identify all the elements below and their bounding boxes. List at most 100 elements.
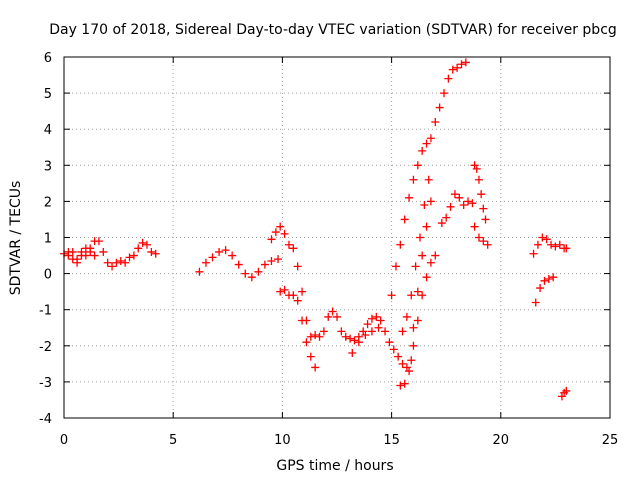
data-point [418, 251, 427, 260]
data-point [81, 244, 90, 253]
data-point [108, 262, 117, 271]
data-point [442, 213, 451, 222]
data-point [208, 253, 217, 262]
plot-frame [63, 56, 611, 419]
x-tick-label: 0 [60, 433, 68, 448]
data-point [381, 327, 390, 336]
data-point [448, 65, 457, 74]
data-point [267, 235, 276, 244]
series-arc-7 [387, 58, 470, 300]
data-point [354, 338, 363, 347]
data-point [468, 199, 477, 208]
data-point [376, 316, 385, 325]
data-point [103, 258, 112, 267]
data-point [409, 323, 418, 332]
data-point [228, 251, 237, 260]
y-tick-label: 6 [44, 51, 52, 66]
data-point [147, 247, 156, 256]
data-point [86, 247, 95, 256]
data-point [431, 251, 440, 260]
data-point [538, 233, 547, 242]
y-tick-label: 4 [44, 123, 52, 138]
data-point [464, 197, 473, 206]
data-point [400, 215, 409, 224]
series-arc-14 [531, 273, 558, 307]
data-point [426, 197, 435, 206]
data-point [337, 327, 346, 336]
data-point [125, 253, 134, 262]
data-point [280, 285, 289, 294]
y-tick-label: 0 [44, 268, 52, 283]
data-point [372, 312, 381, 321]
data-point [289, 291, 298, 300]
y-tick-label: 5 [44, 87, 52, 102]
data-point [267, 256, 276, 265]
y-tick-label: -3 [39, 376, 52, 391]
data-point [367, 314, 376, 323]
data-point [90, 251, 99, 260]
data-point [422, 273, 431, 282]
data-point [444, 74, 453, 83]
data-point [234, 260, 243, 269]
data-point [459, 201, 468, 210]
series-arc-4 [267, 222, 385, 345]
data-point [293, 262, 302, 271]
data-point [396, 240, 405, 249]
data-point [424, 175, 433, 184]
data-point [453, 63, 462, 72]
data-point [472, 164, 481, 173]
data-point [455, 193, 464, 202]
data-point [415, 233, 424, 242]
data-point [529, 249, 538, 258]
series-arc-1 [60, 237, 160, 271]
data-point [398, 359, 407, 368]
x-tick-label: 20 [493, 433, 510, 448]
data-point [298, 316, 307, 325]
data-point [341, 332, 350, 341]
y-tick-label: 2 [44, 195, 52, 210]
data-point [562, 386, 571, 395]
data-point [346, 334, 355, 343]
data-point [470, 222, 479, 231]
data-point [450, 190, 459, 199]
data-point [306, 352, 315, 361]
data-point [446, 202, 455, 211]
x-tick-label: 10 [274, 433, 291, 448]
data-point [276, 222, 285, 231]
data-point [387, 291, 396, 300]
data-point [418, 146, 427, 155]
data-point [254, 267, 263, 276]
data-point [151, 249, 160, 258]
data-point [547, 240, 556, 249]
data-point [426, 134, 435, 143]
data-point [142, 240, 151, 249]
data-point [405, 367, 414, 376]
data-point [551, 242, 560, 251]
data-point [274, 255, 283, 264]
data-point [435, 103, 444, 112]
data-point [215, 247, 224, 256]
series-arc-8 [396, 197, 435, 390]
data-point [555, 240, 564, 249]
series-arc-6 [348, 251, 440, 372]
data-point [413, 316, 422, 325]
data-point [542, 235, 551, 244]
grid [64, 57, 610, 418]
x-tick-label: 15 [383, 433, 400, 448]
data-point [201, 258, 210, 267]
data-point [483, 240, 492, 249]
data-point [420, 201, 429, 210]
data-point [68, 255, 77, 264]
series-arc-12 [470, 222, 492, 249]
series-arc-9 [398, 175, 433, 336]
data-points [60, 58, 571, 401]
data-point [221, 246, 230, 255]
y-tick-label: 1 [44, 232, 52, 247]
data-point [402, 312, 411, 321]
data-point [413, 287, 422, 296]
data-point [418, 291, 427, 300]
data-point [544, 275, 553, 284]
data-point [116, 256, 125, 265]
data-point [389, 345, 398, 354]
data-point [121, 258, 130, 267]
